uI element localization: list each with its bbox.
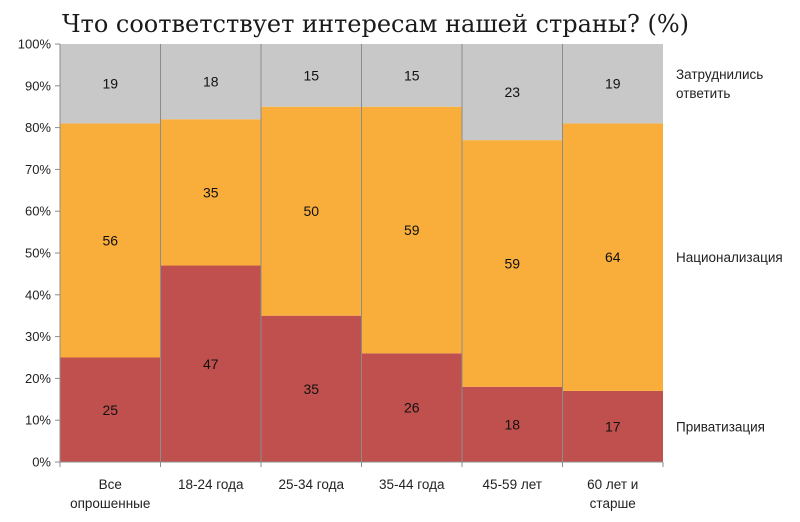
data-label: 17 bbox=[605, 418, 621, 434]
data-label: 26 bbox=[404, 400, 420, 416]
x-tick-label: Все bbox=[99, 477, 122, 492]
data-label: 23 bbox=[504, 84, 520, 100]
data-label: 19 bbox=[605, 76, 621, 92]
data-label: 19 bbox=[102, 76, 118, 92]
data-label: 50 bbox=[303, 203, 319, 219]
legend-label: Национализация bbox=[676, 250, 783, 265]
data-label: 18 bbox=[504, 416, 520, 432]
data-label: 64 bbox=[605, 249, 621, 265]
bar-segment bbox=[261, 315, 362, 462]
plot-area: 25 56 19 47 35 18 35 50 15 26 59 15 18 59 23 17 64 19 0% 10… bbox=[18, 37, 783, 512]
bar-segment bbox=[462, 386, 563, 462]
bar-segment bbox=[160, 119, 261, 266]
y-tick-label: 100% bbox=[18, 37, 52, 52]
data-label: 59 bbox=[504, 255, 520, 271]
bar-segment bbox=[60, 123, 161, 358]
bar-segment bbox=[462, 140, 563, 387]
y-tick-label: 50% bbox=[25, 246, 51, 261]
bar-segment bbox=[361, 44, 462, 107]
bar-segment bbox=[562, 123, 663, 391]
bar-segment bbox=[160, 44, 261, 120]
bar-segment bbox=[160, 265, 261, 462]
x-tick-label: старше bbox=[590, 496, 636, 511]
data-label: 15 bbox=[404, 67, 420, 83]
bar-segment bbox=[361, 353, 462, 462]
legend-label: Приватизация bbox=[676, 419, 765, 434]
x-tick-label: 35-44 года bbox=[379, 477, 445, 492]
x-tick-label: 60 лет и bbox=[587, 477, 638, 492]
y-tick-label: 10% bbox=[25, 413, 51, 428]
bar-segment bbox=[562, 390, 663, 462]
x-tick-label: 18-24 года bbox=[178, 477, 244, 492]
y-tick-label: 30% bbox=[25, 329, 51, 344]
bar-segment bbox=[60, 44, 161, 124]
data-label: 35 bbox=[203, 184, 219, 200]
bar-segment bbox=[562, 44, 663, 124]
y-tick-label: 60% bbox=[25, 204, 51, 219]
bar-segment bbox=[261, 44, 362, 107]
y-tick-label: 40% bbox=[25, 287, 51, 302]
x-tick-label: 45-59 лет bbox=[483, 477, 542, 492]
bar-segment bbox=[462, 44, 563, 141]
chart-title: Что соответствует интересам нашей страны… bbox=[62, 10, 689, 38]
y-tick-label: 70% bbox=[25, 162, 51, 177]
y-tick-label: 0% bbox=[32, 455, 51, 470]
bar-segment bbox=[261, 106, 362, 316]
data-label: 35 bbox=[303, 381, 319, 397]
data-label: 47 bbox=[203, 356, 219, 372]
bar-segment bbox=[60, 357, 161, 462]
x-tick-label: 25-34 года bbox=[278, 477, 344, 492]
x-tick-label: опрошенные bbox=[70, 496, 150, 511]
data-label: 56 bbox=[102, 232, 118, 248]
legend-label: Затруднились bbox=[676, 67, 763, 82]
data-label: 15 bbox=[303, 67, 319, 83]
data-label: 25 bbox=[102, 402, 118, 418]
data-label: 59 bbox=[404, 222, 420, 238]
bar-segment bbox=[361, 106, 462, 354]
legend-label: ответить bbox=[676, 86, 730, 101]
y-tick-label: 80% bbox=[25, 120, 51, 135]
data-label: 18 bbox=[203, 74, 219, 90]
y-tick-label: 90% bbox=[25, 78, 51, 93]
y-tick-label: 20% bbox=[25, 371, 51, 386]
